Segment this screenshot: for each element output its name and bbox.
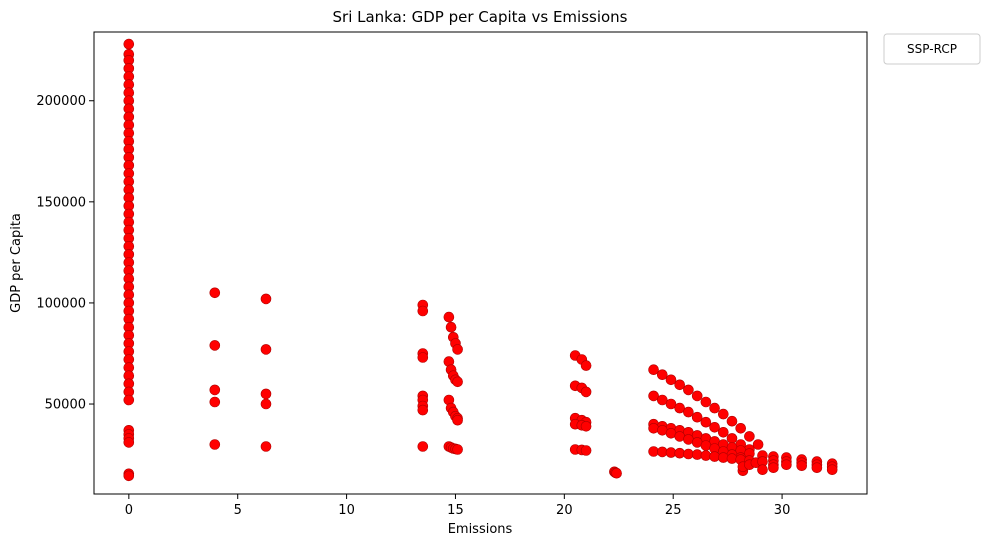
data-point — [443, 311, 455, 323]
data-point — [580, 445, 592, 456]
data-point — [260, 398, 272, 410]
x-tick-label: 10 — [338, 503, 355, 518]
data-point — [611, 467, 622, 479]
data-point — [656, 369, 668, 381]
data-point — [417, 352, 429, 363]
y-axis: 50000 100000 150000 200000 — [36, 94, 94, 413]
x-tick-label: 0 — [125, 503, 133, 518]
data-point — [260, 441, 272, 452]
data-point — [648, 364, 659, 376]
data-point — [580, 386, 592, 398]
data-point — [781, 459, 792, 471]
data-point — [700, 396, 712, 408]
data-point — [826, 464, 838, 476]
data-point — [417, 441, 429, 452]
data-point — [417, 305, 429, 317]
x-tick-label: 25 — [665, 503, 682, 518]
data-point — [683, 434, 694, 445]
data-point — [674, 402, 686, 414]
data-point — [260, 344, 272, 355]
data-point — [580, 360, 592, 371]
data-point — [209, 287, 221, 299]
data-point — [209, 396, 221, 408]
data-point — [648, 422, 659, 434]
data-points — [123, 38, 838, 482]
chart-title: Sri Lanka: GDP per Capita vs Emissions — [333, 8, 628, 26]
data-point — [726, 433, 738, 444]
data-point — [445, 321, 457, 333]
data-point — [452, 414, 463, 426]
data-point — [683, 448, 694, 460]
data-point — [656, 394, 668, 406]
data-point — [717, 408, 729, 420]
data-point — [709, 421, 720, 433]
data-point — [452, 444, 463, 455]
data-point — [796, 460, 808, 472]
data-point — [665, 374, 677, 386]
x-axis: 0 5 10 15 20 25 30 — [125, 494, 791, 518]
data-point — [674, 379, 686, 391]
data-point — [735, 422, 747, 434]
data-point — [768, 462, 779, 474]
data-point — [452, 344, 463, 355]
x-tick-label: 20 — [556, 503, 573, 518]
y-tick-label: 50000 — [45, 398, 86, 413]
y-tick-label: 150000 — [36, 195, 86, 210]
x-axis-label: Emissions — [448, 522, 513, 537]
data-point — [209, 384, 221, 396]
legend-title: SSP-RCP — [907, 42, 957, 56]
plot-area-frame — [93, 31, 868, 495]
data-point — [709, 402, 720, 414]
data-point — [580, 420, 592, 432]
data-point — [691, 390, 703, 402]
data-point — [683, 384, 694, 396]
data-point — [700, 416, 712, 428]
data-point — [726, 415, 738, 427]
x-tick-label: 5 — [234, 503, 242, 518]
data-point — [744, 431, 755, 442]
data-point — [691, 411, 703, 423]
data-point — [123, 470, 135, 482]
data-point — [209, 340, 221, 351]
data-point — [452, 376, 463, 388]
data-point — [260, 293, 272, 305]
x-tick-label: 30 — [774, 503, 791, 518]
data-point — [757, 464, 768, 476]
data-point — [683, 406, 694, 418]
data-point — [648, 390, 659, 402]
x-tick-label: 15 — [447, 503, 464, 518]
y-tick-label: 100000 — [36, 296, 86, 311]
data-point — [811, 462, 823, 474]
y-tick-label: 200000 — [36, 94, 86, 109]
legend: SSP-RCP — [883, 33, 981, 65]
data-point — [123, 38, 135, 50]
y-axis-label: GDP per Capita — [9, 213, 24, 313]
data-point — [123, 437, 135, 448]
legend-box — [883, 33, 981, 65]
data-point — [717, 426, 729, 438]
data-point — [665, 398, 677, 410]
data-point — [752, 439, 764, 450]
data-point — [260, 388, 272, 400]
data-point — [209, 439, 221, 450]
data-point — [123, 394, 135, 406]
data-point — [417, 404, 429, 416]
